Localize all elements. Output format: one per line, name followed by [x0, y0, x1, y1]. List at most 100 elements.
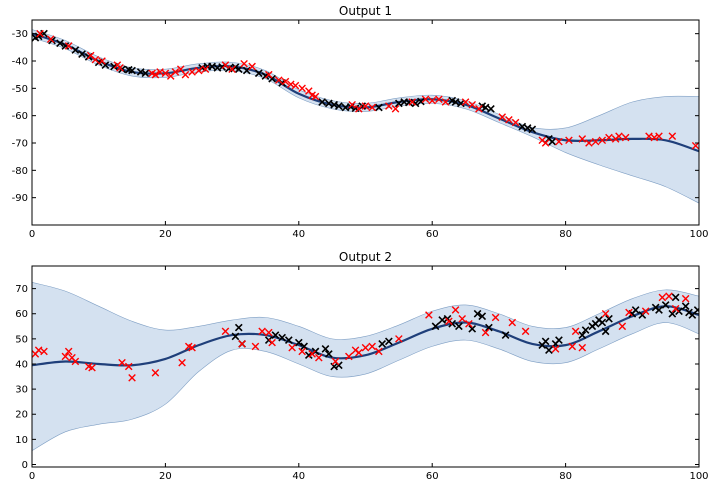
- test-point: [331, 357, 340, 366]
- test-point: [585, 139, 593, 147]
- test-point: [128, 374, 136, 382]
- x-tick-label: 0: [29, 471, 35, 482]
- training-point: [71, 46, 80, 54]
- test-point: [425, 311, 433, 319]
- training-point: [468, 324, 477, 333]
- training-point: [455, 322, 463, 331]
- training-point: [271, 331, 280, 339]
- test-point: [441, 98, 450, 106]
- training-point: [78, 50, 86, 59]
- y-tick-label: 30: [15, 385, 28, 396]
- plot-frame: [31, 19, 700, 226]
- test-point: [578, 135, 587, 143]
- test-point: [395, 335, 403, 343]
- test-point: [445, 317, 453, 326]
- test-point: [181, 70, 190, 79]
- test-point: [40, 347, 48, 356]
- y-tick-label: -30: [12, 29, 28, 40]
- test-point: [201, 65, 210, 73]
- test-point: [221, 61, 230, 69]
- test-point: [668, 132, 677, 140]
- training-point: [655, 306, 663, 314]
- y-tick-label: -70: [12, 139, 28, 150]
- training-point: [321, 345, 330, 353]
- test-point: [161, 69, 170, 78]
- test-point: [345, 352, 353, 361]
- test-point: [465, 319, 473, 328]
- test-point: [61, 352, 70, 361]
- test-point: [315, 353, 323, 362]
- training-point: [481, 103, 490, 112]
- test-point: [118, 358, 126, 367]
- training-point: [605, 314, 613, 323]
- test-point: [498, 113, 507, 121]
- test-point: [248, 62, 256, 71]
- test-point: [368, 103, 376, 112]
- chart-output-1: Output 1 0 20 40 60 80 100 -90 -80 -70 -60 -50 -40 -…: [12, 4, 709, 240]
- training-point: [668, 309, 677, 318]
- test-point: [308, 350, 316, 358]
- training-point: [578, 331, 587, 339]
- test-point: [258, 327, 266, 336]
- test-point: [578, 343, 587, 352]
- test-point: [268, 338, 276, 347]
- test-point: [151, 368, 160, 377]
- training-point: [541, 337, 550, 346]
- test-point: [681, 294, 690, 303]
- training-point: [231, 332, 240, 341]
- y-tick-label: 50: [15, 334, 28, 345]
- test-point: [605, 133, 613, 142]
- test-point: [451, 306, 460, 314]
- test-point: [408, 98, 416, 106]
- training-point: [681, 302, 690, 311]
- test-point: [91, 55, 100, 64]
- y-tick-label: 60: [15, 309, 28, 320]
- test-point: [151, 70, 160, 79]
- x-tick-label: 40: [292, 229, 305, 240]
- test-point: [491, 313, 500, 322]
- y-tick-label: 70: [15, 284, 28, 295]
- test-point: [428, 96, 436, 105]
- x-tick-label: 80: [559, 229, 572, 240]
- test-point: [124, 362, 133, 371]
- chart-title: Output 1: [339, 4, 392, 18]
- y-tick-label: 0: [22, 460, 28, 471]
- test-point: [274, 76, 283, 84]
- test-point: [375, 347, 383, 356]
- chart-title: Output 2: [339, 250, 392, 264]
- test-point: [264, 328, 273, 337]
- x-tick-label: 40: [292, 471, 305, 482]
- test-point: [281, 77, 290, 86]
- test-point: [251, 342, 260, 351]
- test-point: [658, 293, 667, 302]
- training-point: [528, 125, 537, 134]
- test-point: [641, 307, 650, 316]
- training-point: [378, 340, 387, 348]
- mean-line: [32, 305, 699, 367]
- test-point: [618, 322, 627, 331]
- training-point: [324, 350, 333, 358]
- test-point: [64, 347, 73, 356]
- test-point: [475, 105, 483, 113]
- training-point: [56, 39, 64, 48]
- x-tick-label: 60: [426, 229, 439, 240]
- training-point: [294, 338, 303, 347]
- test-point: [625, 308, 633, 317]
- training-point: [61, 42, 70, 50]
- test-point: [98, 57, 106, 65]
- training-point: [284, 336, 293, 344]
- y-tick-label: 40: [15, 359, 28, 370]
- test-point: [671, 304, 680, 313]
- training-point: [555, 336, 563, 344]
- test-point: [64, 42, 73, 50]
- test-point: [240, 59, 248, 68]
- test-point: [88, 363, 96, 372]
- test-point: [655, 132, 663, 140]
- x-tick-label: 80: [559, 471, 572, 482]
- training-point: [451, 98, 460, 106]
- test-point: [298, 84, 306, 93]
- test-point: [461, 98, 470, 106]
- training-point: [254, 69, 263, 78]
- test-point: [521, 327, 530, 336]
